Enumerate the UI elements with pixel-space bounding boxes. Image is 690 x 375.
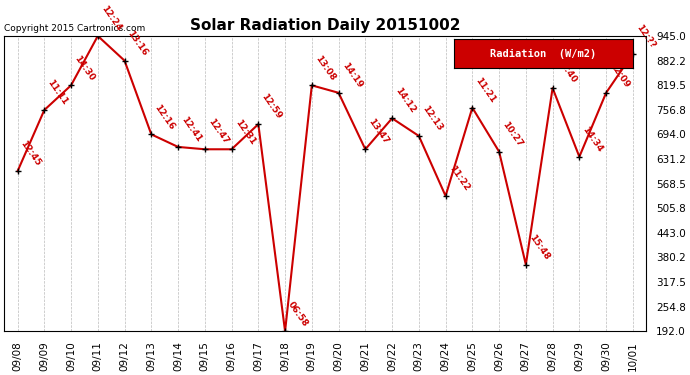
Text: 14:34: 14:34	[581, 125, 604, 154]
Text: 15:48: 15:48	[527, 233, 551, 261]
Text: 12:47: 12:47	[206, 117, 230, 146]
Text: 12:40: 12:40	[554, 56, 578, 85]
Text: 12:41: 12:41	[179, 115, 204, 144]
Text: 12:09: 12:09	[607, 61, 631, 90]
Text: 10:27: 10:27	[500, 120, 524, 148]
Text: 14:30: 14:30	[72, 54, 96, 82]
Text: 12:45: 12:45	[19, 140, 43, 168]
Text: 11:11: 11:11	[46, 78, 70, 107]
Text: 13:47: 13:47	[366, 117, 391, 146]
Text: 12:13: 12:13	[420, 104, 444, 133]
Text: 06:58: 06:58	[286, 300, 310, 328]
Text: 12:24: 12:24	[99, 4, 123, 33]
Text: 14:19: 14:19	[340, 61, 364, 90]
Text: 12:59: 12:59	[259, 92, 284, 121]
Text: 12:16: 12:16	[152, 103, 177, 131]
Text: 13:08: 13:08	[313, 54, 337, 82]
Text: Copyright 2015 Cartronics.com: Copyright 2015 Cartronics.com	[4, 24, 146, 33]
Text: 14:12: 14:12	[393, 87, 417, 115]
Text: 11:21: 11:21	[473, 76, 497, 105]
Text: 11:22: 11:22	[447, 164, 471, 193]
Text: 13:16: 13:16	[126, 29, 150, 57]
Text: 12:31: 12:31	[233, 117, 257, 146]
Title: Solar Radiation Daily 20151002: Solar Radiation Daily 20151002	[190, 18, 460, 33]
Text: 12:??: 12:??	[634, 24, 657, 51]
